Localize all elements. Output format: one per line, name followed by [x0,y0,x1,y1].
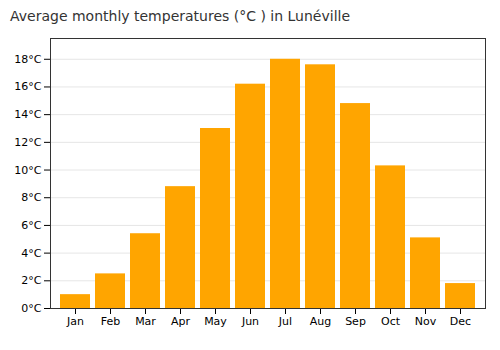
svg-text:Oct: Oct [381,315,401,328]
svg-text:10°C: 10°C [14,164,41,177]
svg-text:Sep: Sep [345,315,366,328]
svg-text:Jun: Jun [241,315,259,328]
svg-text:Dec: Dec [450,315,471,328]
svg-text:12°C: 12°C [14,136,41,149]
svg-text:14°C: 14°C [14,108,41,121]
svg-text:Jan: Jan [66,315,84,328]
svg-text:0°C: 0°C [21,302,41,315]
svg-text:Mar: Mar [135,315,156,328]
svg-text:4°C: 4°C [21,247,41,260]
svg-text:May: May [204,315,227,328]
svg-text:2°C: 2°C [21,274,41,287]
html-text:Average monthly temperatures (: Average monthly temperatures (°C ) in Lu… [10,8,350,24]
svg-text:6°C: 6°C [21,219,41,232]
svg-text:Jul: Jul [278,315,292,328]
svg-text:Nov: Nov [415,315,437,328]
svg-text:18°C: 18°C [14,53,41,66]
svg-text:Apr: Apr [171,315,191,328]
svg-text:Feb: Feb [101,315,120,328]
svg-text:8°C: 8°C [21,191,41,204]
svg-text:Aug: Aug [310,315,331,328]
svg-text:16°C: 16°C [14,80,41,93]
